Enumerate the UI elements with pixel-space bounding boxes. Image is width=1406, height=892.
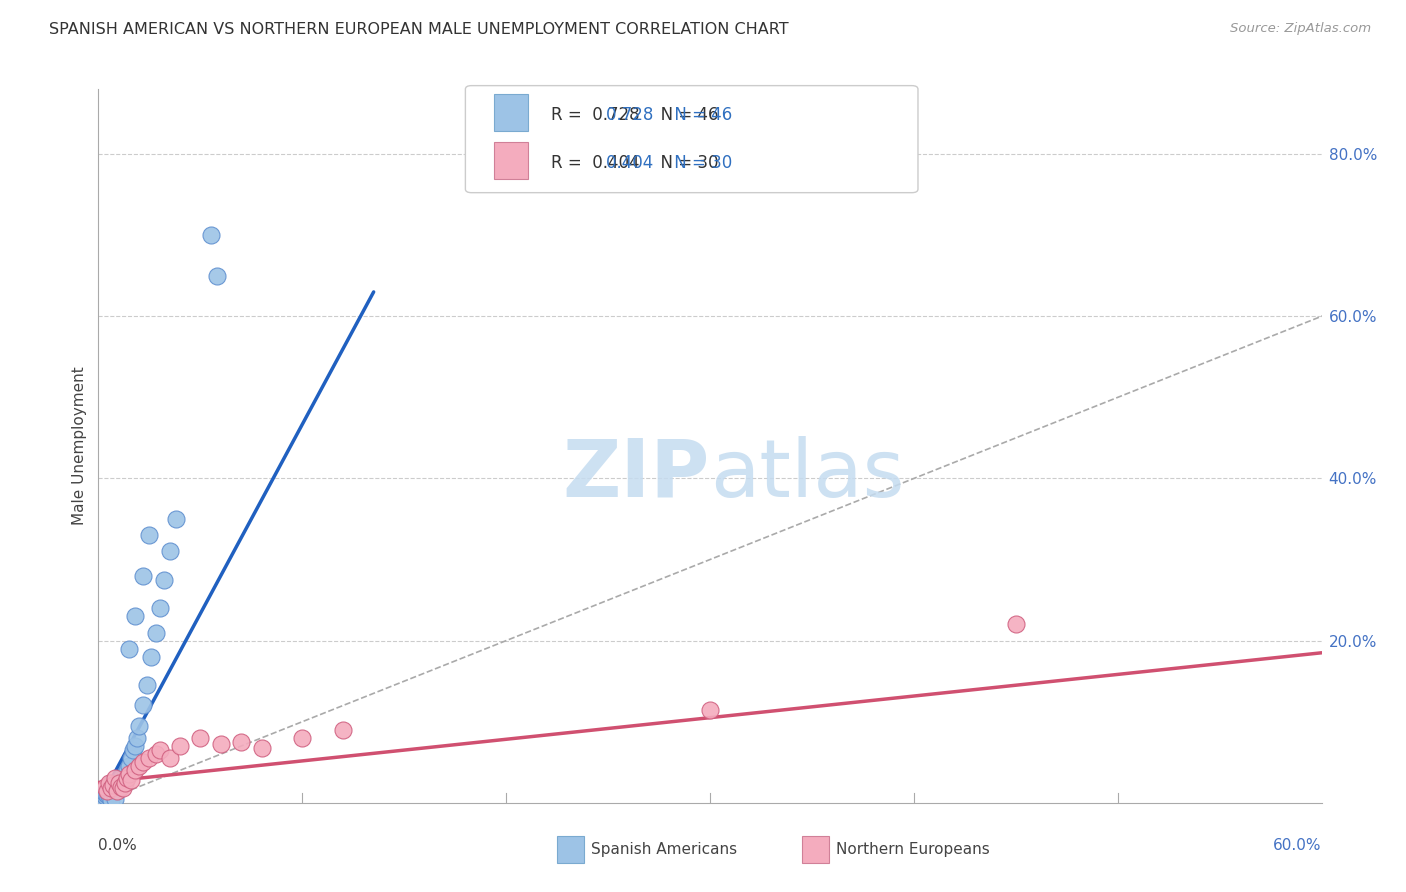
Point <box>104 791 127 805</box>
Y-axis label: Male Unemployment: Male Unemployment <box>72 367 87 525</box>
Point <box>152 573 174 587</box>
Point <box>699 702 721 716</box>
Point <box>200 228 222 243</box>
Point <box>93 786 115 800</box>
Point <box>115 764 138 778</box>
Point <box>138 751 160 765</box>
Point <box>141 649 163 664</box>
Point <box>136 678 159 692</box>
Point <box>124 764 146 778</box>
Point <box>101 778 124 792</box>
Point <box>209 738 232 752</box>
Point <box>111 773 134 788</box>
Point <box>101 778 124 792</box>
Point <box>114 767 136 781</box>
Text: 0.404    N = 30: 0.404 N = 30 <box>606 154 733 172</box>
Point <box>100 788 122 802</box>
Point <box>122 743 145 757</box>
Point <box>93 789 115 804</box>
Point <box>100 793 122 807</box>
Point <box>110 780 132 794</box>
Point <box>169 739 191 753</box>
Point <box>96 788 118 802</box>
Point <box>149 601 172 615</box>
Point <box>1004 617 1026 632</box>
Point <box>104 781 127 796</box>
FancyBboxPatch shape <box>465 86 918 193</box>
Text: 0.728    N = 46: 0.728 N = 46 <box>606 106 733 124</box>
Point <box>128 719 150 733</box>
Point <box>96 783 118 797</box>
Bar <box>494 142 527 179</box>
Point <box>159 751 181 765</box>
Text: R =  0.728    N = 46: R = 0.728 N = 46 <box>551 106 718 124</box>
Text: atlas: atlas <box>710 435 904 514</box>
Point <box>105 783 128 797</box>
Point <box>332 723 354 737</box>
Point <box>97 775 120 789</box>
Point <box>105 783 128 797</box>
Point <box>96 783 118 797</box>
Text: Source: ZipAtlas.com: Source: ZipAtlas.com <box>1230 22 1371 36</box>
Text: 60.0%: 60.0% <box>1274 838 1322 854</box>
Point <box>205 268 228 283</box>
Point <box>101 783 124 797</box>
Text: Northern Europeans: Northern Europeans <box>837 842 990 857</box>
Point <box>97 781 120 796</box>
Point <box>108 775 131 789</box>
Point <box>120 773 142 788</box>
Bar <box>801 837 828 863</box>
Text: R =  0.404    N = 30: R = 0.404 N = 30 <box>551 154 718 172</box>
Point <box>145 747 167 761</box>
Point <box>231 735 253 749</box>
Point <box>250 740 273 755</box>
Point <box>104 772 127 786</box>
Point <box>110 772 132 786</box>
Point <box>108 775 131 789</box>
Text: 0.0%: 0.0% <box>98 838 138 854</box>
Point <box>124 609 146 624</box>
Point <box>132 756 155 770</box>
Point <box>128 759 150 773</box>
Point <box>188 731 212 745</box>
Point <box>100 780 122 794</box>
Point <box>149 743 172 757</box>
Bar <box>494 94 527 131</box>
Point <box>110 778 132 792</box>
Point <box>97 786 120 800</box>
Point <box>97 789 120 804</box>
Point <box>118 759 141 773</box>
Point <box>118 767 141 781</box>
Point <box>100 775 122 789</box>
Point <box>91 791 114 805</box>
Point <box>114 775 136 789</box>
Point <box>159 544 181 558</box>
Point <box>165 512 187 526</box>
Point <box>132 698 155 713</box>
Point <box>124 739 146 753</box>
Text: SPANISH AMERICAN VS NORTHERN EUROPEAN MALE UNEMPLOYMENT CORRELATION CHART: SPANISH AMERICAN VS NORTHERN EUROPEAN MA… <box>49 22 789 37</box>
Point <box>100 781 122 796</box>
Point <box>132 568 155 582</box>
Point <box>145 625 167 640</box>
Point <box>104 775 127 789</box>
Text: Spanish Americans: Spanish Americans <box>592 842 738 857</box>
Point <box>120 751 142 765</box>
Point <box>291 731 314 745</box>
Point <box>111 781 134 796</box>
Point <box>118 641 141 656</box>
Point <box>115 772 138 786</box>
Point <box>105 780 128 794</box>
Point <box>138 528 160 542</box>
Text: ZIP: ZIP <box>562 435 710 514</box>
Point <box>108 781 131 796</box>
Point <box>93 780 115 794</box>
Bar <box>557 837 583 863</box>
Point <box>127 731 149 745</box>
